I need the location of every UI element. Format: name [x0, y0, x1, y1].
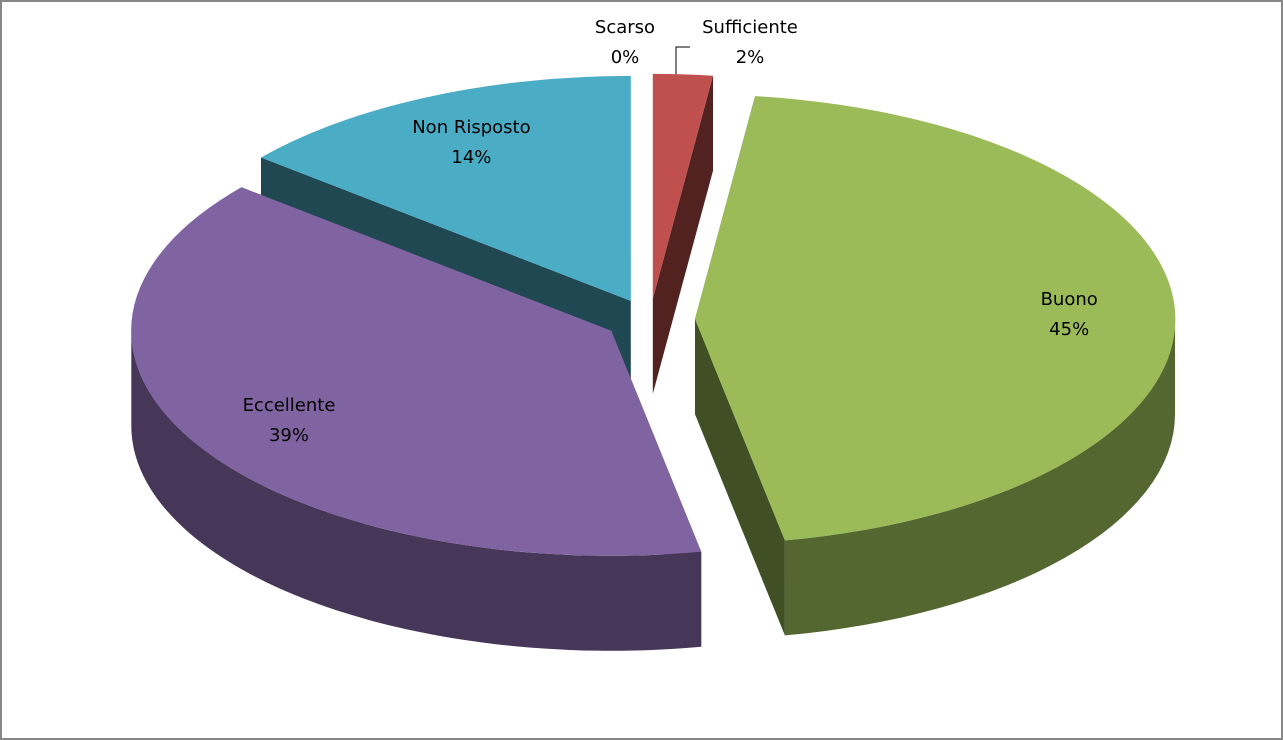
- slice-wall: [784, 319, 1175, 636]
- slice-side: [695, 319, 785, 636]
- slice-label: Buono: [1041, 289, 1098, 310]
- slice-wall: [131, 330, 702, 651]
- slice-side: [652, 75, 713, 394]
- slice: [131, 187, 702, 556]
- slice-value: 14%: [451, 147, 491, 168]
- slice-value: 0%: [611, 47, 640, 68]
- slice-label: Eccellente: [243, 395, 336, 416]
- slice: [261, 75, 631, 301]
- slice: [652, 73, 713, 299]
- slice-value: 39%: [269, 425, 309, 446]
- slice-label: Scarso: [595, 17, 655, 38]
- slice: [695, 96, 1176, 541]
- slice-label: Sufficiente: [702, 17, 798, 38]
- slice-label: Non Risposto: [412, 117, 530, 138]
- slice-value: 45%: [1049, 319, 1089, 340]
- slice-value: 2%: [736, 47, 765, 68]
